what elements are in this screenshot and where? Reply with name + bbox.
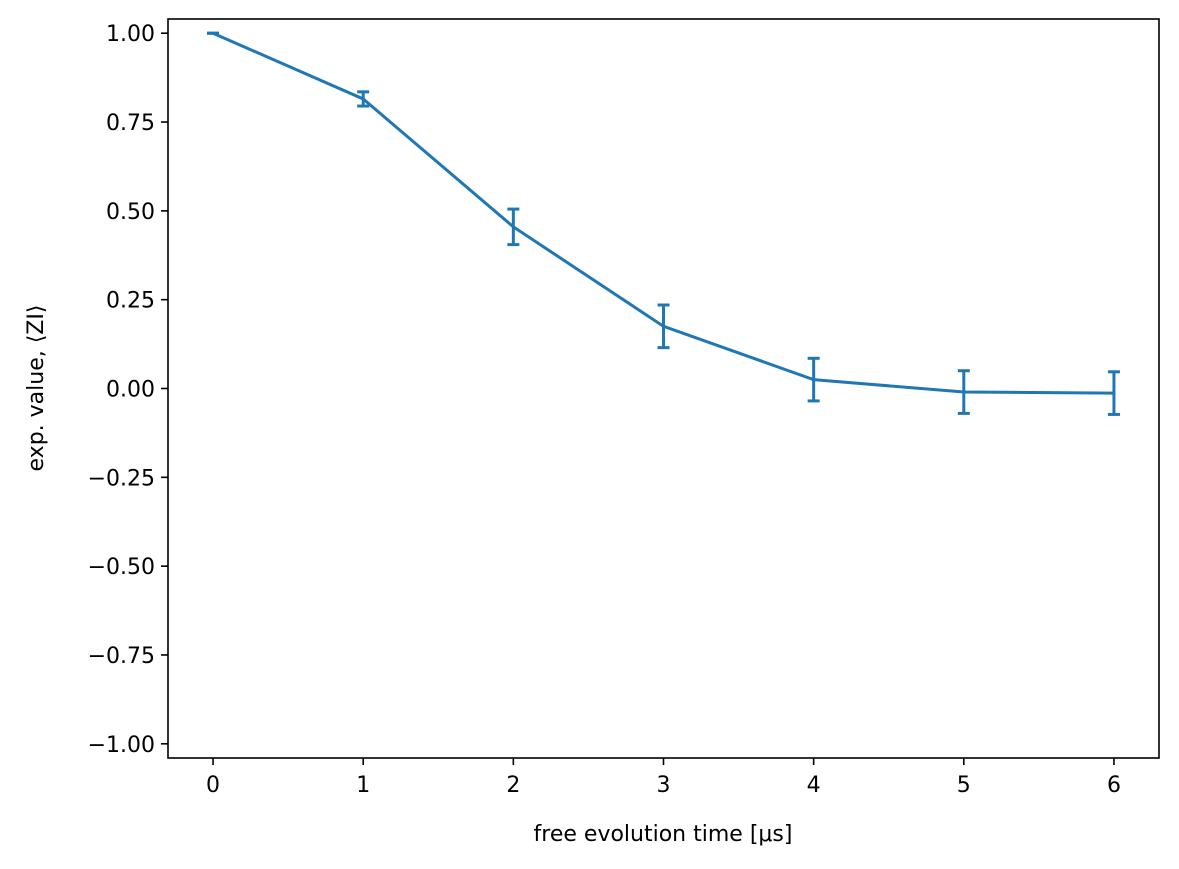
y-tick-label: 0.50 xyxy=(106,200,155,225)
x-axis-label: free evolution time [μs] xyxy=(534,822,793,847)
y-tick-label: −0.25 xyxy=(88,466,155,491)
y-tick-label: 0.75 xyxy=(106,111,155,136)
x-tick-label: 5 xyxy=(957,773,971,798)
x-tick-label: 1 xyxy=(356,773,370,798)
error-bar xyxy=(807,356,820,403)
y-tick-label: 1.00 xyxy=(106,22,155,47)
error-bar xyxy=(657,303,670,350)
y-axis: 1.00 0.75 0.50 0.25 0.00 −0.25 −0.50 −0.75 −1.00 xyxy=(88,22,168,758)
x-tick-label: 2 xyxy=(506,773,520,798)
y-axis-label: exp. value, ⟨ZI⟩ xyxy=(24,305,49,472)
y-tick-label: 0.00 xyxy=(106,378,155,403)
axes-frame xyxy=(167,18,1160,759)
plot-area xyxy=(207,31,1120,416)
y-tick-label: −0.50 xyxy=(88,555,155,580)
error-bar xyxy=(357,90,370,108)
x-tick-label: 0 xyxy=(206,773,220,798)
x-tick-label: 4 xyxy=(807,773,821,798)
y-tick-label: −1.00 xyxy=(88,733,155,758)
error-bar xyxy=(1107,370,1120,416)
x-tick-label: 6 xyxy=(1107,773,1121,798)
y-tick-label: −0.75 xyxy=(88,644,155,669)
x-tick-label: 3 xyxy=(657,773,671,798)
x-axis: 0 1 2 3 4 5 6 xyxy=(206,758,1121,798)
error-bar xyxy=(957,369,970,415)
y-tick-label: 0.25 xyxy=(106,289,155,314)
error-bar xyxy=(507,207,520,247)
